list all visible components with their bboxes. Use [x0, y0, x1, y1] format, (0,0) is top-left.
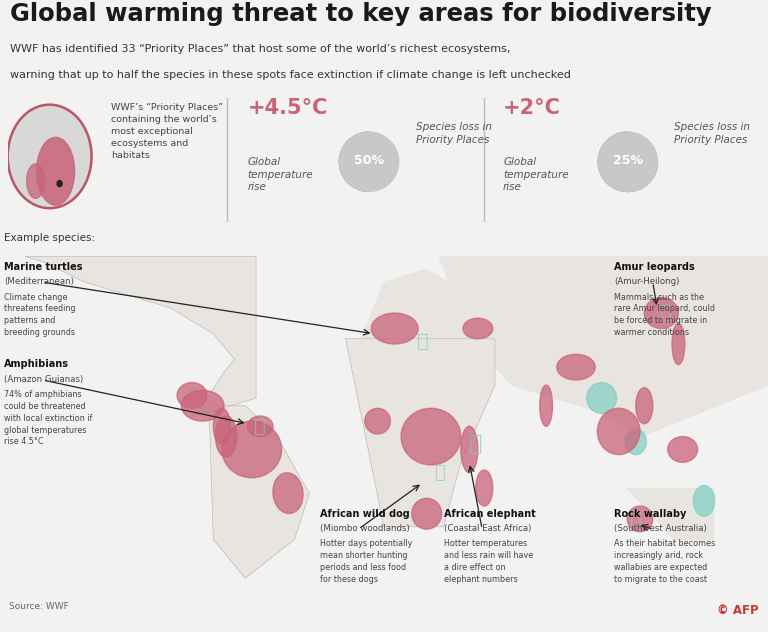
Text: (Amazon Guianas): (Amazon Guianas)	[5, 375, 84, 384]
Circle shape	[57, 181, 62, 186]
Ellipse shape	[222, 421, 282, 478]
Text: 🐸: 🐸	[254, 416, 266, 436]
Text: As their habitat becomes
increasingly arid, rock
wallabies are expected
to migra: As their habitat becomes increasingly ar…	[614, 540, 716, 584]
Ellipse shape	[587, 382, 617, 413]
Ellipse shape	[177, 382, 207, 408]
Text: Mammals, such as the
rare Amur leopard, could
be forced to migrate in
warmer con: Mammals, such as the rare Amur leopard, …	[614, 293, 716, 337]
Text: Example species:: Example species:	[5, 233, 95, 243]
Text: 25%: 25%	[613, 154, 643, 167]
Ellipse shape	[461, 426, 478, 473]
Text: African wild dog: African wild dog	[320, 509, 410, 519]
Text: 🦘: 🦘	[630, 509, 641, 528]
Text: Rock wallaby: Rock wallaby	[614, 509, 687, 519]
Text: (Coastal East Africa): (Coastal East Africa)	[444, 524, 531, 533]
Ellipse shape	[694, 485, 715, 516]
Wedge shape	[598, 132, 657, 191]
Ellipse shape	[625, 429, 647, 454]
Ellipse shape	[463, 319, 493, 339]
Ellipse shape	[37, 137, 74, 205]
Text: African elephant: African elephant	[444, 509, 535, 519]
Ellipse shape	[672, 324, 685, 365]
Polygon shape	[359, 269, 469, 346]
Ellipse shape	[627, 506, 653, 532]
Polygon shape	[439, 257, 768, 437]
Text: 74% of amphibians
could be threatened
with local extinction if
global temperatur: 74% of amphibians could be threatened wi…	[5, 391, 93, 446]
Text: Source: WWF: Source: WWF	[9, 602, 69, 611]
Text: WWF’s “Priority Places”
containing the world’s
most exceptional
ecosystems and
h: WWF’s “Priority Places” containing the w…	[111, 102, 223, 160]
Text: Climate change
threatens feeding
patterns and
breeding grounds: Climate change threatens feeding pattern…	[5, 293, 76, 337]
Ellipse shape	[216, 416, 237, 457]
Text: (Amur-Heilong): (Amur-Heilong)	[614, 277, 680, 286]
Text: 🐘: 🐘	[469, 434, 482, 454]
Text: Species loss in
Priority Places: Species loss in Priority Places	[416, 121, 492, 145]
Ellipse shape	[557, 355, 595, 380]
Text: +4.5°C: +4.5°C	[247, 99, 328, 118]
Text: +2°C: +2°C	[503, 99, 561, 118]
Text: Hotter days potentially
mean shorter hunting
periods and less food
for these dog: Hotter days potentially mean shorter hun…	[320, 540, 412, 584]
Ellipse shape	[247, 416, 273, 437]
Text: © AFP: © AFP	[717, 604, 759, 617]
Ellipse shape	[540, 385, 552, 426]
Wedge shape	[339, 132, 369, 191]
Text: Marine turtles: Marine turtles	[5, 262, 83, 272]
Text: warning that up to half the species in these spots face extinction if climate ch: warning that up to half the species in t…	[10, 70, 571, 80]
Wedge shape	[598, 132, 657, 191]
Text: WWF has identified 33 “Priority Places” that host some of the world’s richest ec: WWF has identified 33 “Priority Places” …	[10, 44, 511, 54]
Text: (Southwest Australia): (Southwest Australia)	[614, 524, 707, 533]
Text: (Mediterranean): (Mediterranean)	[5, 277, 74, 286]
Text: 50%: 50%	[354, 154, 384, 167]
Ellipse shape	[401, 408, 461, 465]
Ellipse shape	[644, 298, 678, 329]
Text: 🐢: 🐢	[416, 332, 429, 351]
Ellipse shape	[273, 473, 303, 514]
Polygon shape	[346, 339, 495, 526]
Circle shape	[8, 105, 91, 208]
Ellipse shape	[27, 164, 45, 198]
Ellipse shape	[371, 313, 418, 344]
Text: 🐆: 🐆	[660, 304, 671, 322]
Ellipse shape	[214, 408, 230, 444]
Ellipse shape	[412, 498, 442, 529]
Text: Amur leopards: Amur leopards	[614, 262, 695, 272]
Polygon shape	[25, 257, 256, 416]
Ellipse shape	[181, 391, 224, 421]
Ellipse shape	[598, 408, 640, 454]
Ellipse shape	[667, 437, 697, 462]
Text: 🐕: 🐕	[434, 464, 445, 482]
Text: Species loss in
Priority Places: Species loss in Priority Places	[674, 121, 750, 145]
Ellipse shape	[636, 387, 653, 423]
Ellipse shape	[365, 408, 390, 434]
Text: Hotter temperatures
and less rain will have
a dire effect on
elephant numbers: Hotter temperatures and less rain will h…	[444, 540, 533, 584]
Polygon shape	[209, 406, 310, 578]
Text: Global
temperature
rise: Global temperature rise	[503, 157, 568, 193]
Text: (Miombo woodlands): (Miombo woodlands)	[320, 524, 410, 533]
Polygon shape	[627, 488, 713, 540]
Text: Amphibians: Amphibians	[5, 360, 69, 369]
Text: Global warming threat to key areas for biodiversity: Global warming threat to key areas for b…	[10, 2, 712, 26]
Ellipse shape	[475, 470, 493, 506]
Wedge shape	[339, 132, 399, 191]
Text: Global
temperature
rise: Global temperature rise	[247, 157, 313, 193]
